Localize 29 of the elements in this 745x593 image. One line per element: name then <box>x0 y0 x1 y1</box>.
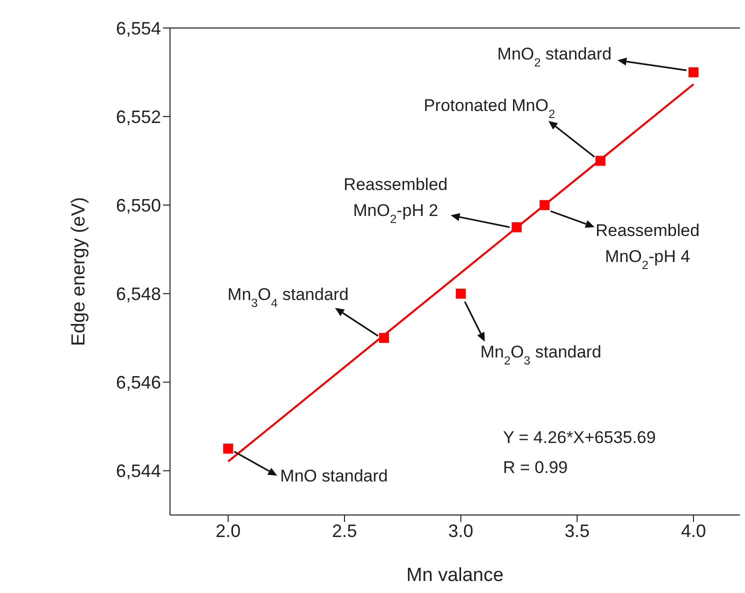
x-tick-label: 4.0 <box>680 520 706 541</box>
y-axis-title: Edge energy (eV) <box>68 197 90 346</box>
point <box>223 444 234 454</box>
y-tick-label: 6,554 <box>116 18 161 38</box>
point <box>379 332 390 343</box>
annotation: Protonated MnO$_{2}$ <box>424 96 556 121</box>
annotation: Y = 4.26*X+6535.69 <box>503 428 656 447</box>
y-tick-label: 6,544 <box>116 461 161 482</box>
x-tick-label: 3.0 <box>448 520 474 541</box>
annotation: MnO$_{2}$ standard <box>497 44 612 70</box>
x-tick-label: 3.5 <box>564 520 590 541</box>
annotation: Reassembled MnO$_{2}$-pH 4 <box>596 221 700 272</box>
x-tick-label: 2.0 <box>216 520 241 541</box>
point <box>512 222 522 232</box>
x-axis-title: Mn valance <box>406 565 504 586</box>
annotation: Reassembled MnO$_{2}$-pH 2 <box>344 175 448 226</box>
x-tick-label: 2.5 <box>332 520 358 541</box>
annotation: Mn$_{3}$O$_{4}$ standard <box>228 284 349 310</box>
point <box>540 200 550 210</box>
annotation: MnO standard <box>280 466 388 486</box>
y-tick-label: 6,548 <box>116 284 161 304</box>
point <box>688 67 698 78</box>
y-tick-label: 6,546 <box>116 372 161 393</box>
y-tick-label: 6,552 <box>116 106 161 127</box>
point <box>595 156 606 166</box>
y-tick-label: 6,550 <box>116 195 161 216</box>
point <box>456 288 466 299</box>
annotation: R = 0.99 <box>503 458 568 477</box>
annotation: Mn$_{2}$O$_{3}$ standard <box>480 342 602 368</box>
